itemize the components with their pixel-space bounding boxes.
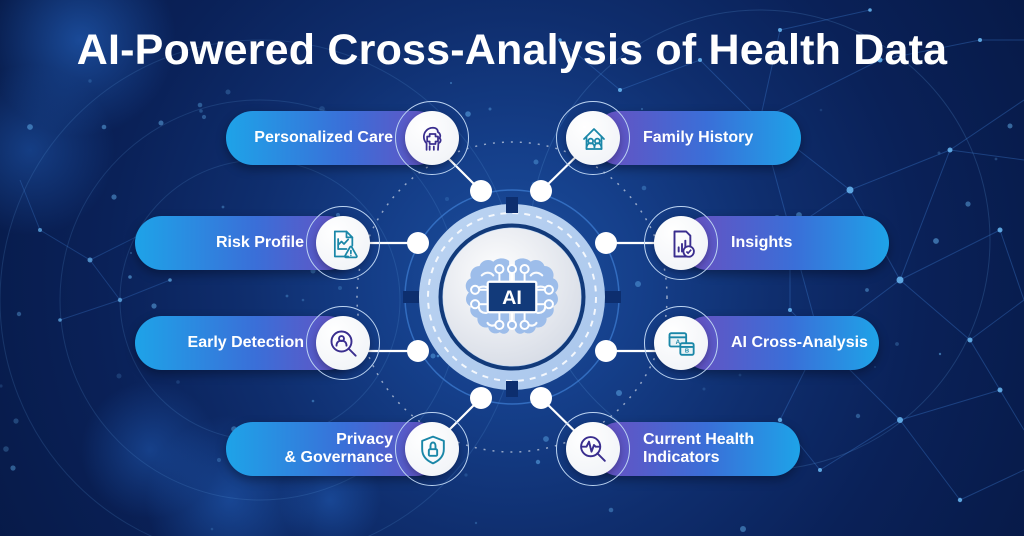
svg-text:AI: AI — [502, 287, 522, 309]
svg-text:B: B — [685, 349, 689, 355]
